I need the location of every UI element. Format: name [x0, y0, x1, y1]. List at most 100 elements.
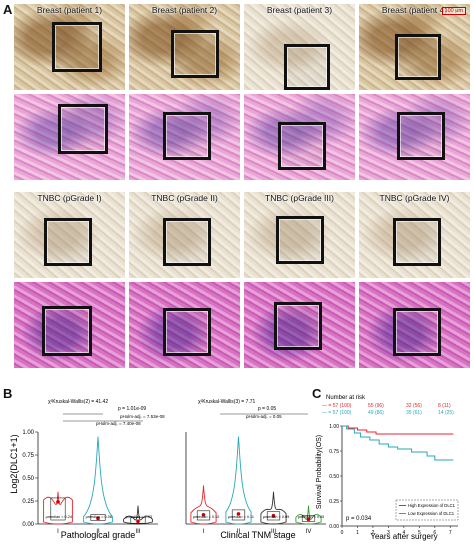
x-tick-label: 1: [356, 530, 359, 536]
box-rect: [231, 509, 246, 521]
y-tick-label: 0.50: [22, 476, 34, 482]
tile-title: Breast (patient 4): [381, 5, 448, 15]
y-tick-label: 0.75: [329, 449, 339, 455]
x-tick-label: I: [57, 529, 59, 535]
x-tick-label: III: [135, 529, 140, 535]
breast-ihc-row: Breast (patient 1) Breast (patient 2) Br…: [14, 4, 470, 90]
violin-plot-pathological-grade: 0.00 0.25 0.50 0.75 1.00 μmedian = 0.24 Iμmedi…: [22, 413, 158, 535]
right-x-axis-label: Clinical TNM stage: [220, 530, 295, 540]
median-point: [236, 512, 241, 516]
x-tick-label: II: [96, 529, 100, 535]
x-tick-label: 7: [449, 530, 452, 536]
zoom-inset-box: [393, 218, 441, 266]
median-point: [56, 500, 60, 504]
box-rect: [130, 516, 146, 524]
zoom-inset-box: [278, 122, 326, 170]
breast-he-row: [14, 94, 470, 180]
median-label: μmedian = 0.11: [228, 515, 254, 519]
y-tick-label: 1.00: [329, 424, 339, 430]
zoom-inset-box: [42, 306, 92, 356]
violin-shape: [123, 505, 153, 525]
median-label: μmedian = 0.06: [86, 515, 112, 519]
median-label: μmedian = 0.09: [263, 515, 289, 519]
risk-value: 14 (25): [438, 410, 454, 416]
risk-value: 8 (11): [438, 403, 451, 409]
zoom-inset-box: [163, 112, 211, 160]
median-label: μmedian = 0.05: [298, 515, 324, 519]
tile-title: Breast (patient 3): [266, 5, 333, 15]
box-rect: [266, 511, 281, 521]
scale-bar: 100 μm: [441, 7, 466, 15]
tnbc-he-tile-3: [244, 282, 355, 368]
x-tick-label: 2: [372, 530, 375, 536]
breast-ihc-tile-4: Breast (patient 4) 100 μm: [359, 4, 470, 90]
zoom-inset-box: [284, 44, 330, 90]
left-p-value: p = 1.01e-09: [118, 406, 146, 412]
y-tick-label: 0.25: [329, 499, 339, 505]
median-point: [271, 513, 276, 518]
tnbc-ihc-tile-4: TNBC (pGrade IV): [359, 192, 470, 278]
median-point: [201, 513, 206, 517]
legend-box: [395, 499, 459, 521]
x-tick-label: 6: [433, 530, 436, 536]
risk-table: — = 57 (100) 55 (96) 32 (56) 8 (11) — = 57 (…: [322, 403, 454, 416]
panel-a-letter: A: [3, 2, 13, 17]
tnbc-he-tile-2: [129, 282, 240, 368]
zoom-inset-box: [58, 104, 108, 154]
tile-title: TNBC (pGrade I): [37, 193, 102, 203]
y-axis-label: Survival Probability(OS): [316, 435, 323, 509]
x-axis-label: Years after surgery: [370, 532, 437, 541]
median-label: μmedian = 0.10: [193, 515, 219, 519]
median-label: μmedian = 0.24: [46, 515, 72, 519]
tnbc-he-row: [14, 282, 470, 368]
x-tick-label: 5: [418, 530, 421, 536]
left-x-axis-label: Pathological grade: [61, 530, 136, 540]
zoom-inset-box: [274, 302, 322, 350]
zoom-inset-box: [171, 30, 219, 78]
violin-shape: [295, 505, 322, 525]
median-point: [96, 516, 100, 521]
violin-shape: [43, 491, 73, 525]
breast-he-tile-3: [244, 94, 355, 180]
y-tick-label: 0.25: [22, 499, 34, 505]
x-tick-label: II: [237, 529, 241, 535]
box-rect: [196, 510, 211, 521]
km-p-value: p = 0.034: [346, 516, 372, 522]
zoom-inset-box: [395, 34, 441, 80]
breast-he-tile-4: [359, 94, 470, 180]
median-point: [136, 519, 140, 524]
violin-shape: [260, 491, 287, 525]
breast-he-tile-2: [129, 94, 240, 180]
right-p-value: p = 0.05: [258, 406, 276, 412]
left-pair-1: pHolm-adj. = 7.53e-08: [120, 414, 165, 419]
box-rect: [301, 515, 316, 522]
km-curve-low: [342, 425, 454, 461]
zoom-inset-box: [276, 216, 324, 264]
x-tick-label: III: [271, 529, 276, 535]
panel-b-letter: B: [3, 386, 13, 401]
breast-ihc-tile-1: Breast (patient 1): [14, 4, 125, 90]
tile-title: TNBC (pGrade II): [151, 193, 218, 203]
zoom-inset-box: [52, 22, 102, 72]
km-plot-area: 0.00 0.25 0.50 0.75 1.00 0 1 2 3 4 5 6 7 High Express…: [329, 424, 459, 536]
x-tick-label: 0: [341, 530, 344, 536]
risk-row-label: — = 57 (100): [322, 410, 352, 416]
x-tick-label: IV: [306, 529, 312, 535]
risk-title: Number at risk: [326, 395, 366, 401]
box-rect: [50, 497, 66, 521]
tnbc-he-tile-4: [359, 282, 470, 368]
risk-value: 49 (86): [368, 410, 384, 416]
y-tick-label: 0.00: [329, 524, 339, 530]
right-pair: pHolm-adj. = 0.05: [246, 414, 282, 419]
tile-title: TNBC (pGrade III): [265, 193, 334, 203]
breast-ihc-tile-2: Breast (patient 2): [129, 4, 240, 90]
tnbc-he-tile-1: [14, 282, 125, 368]
tile-title: TNBC (pGrade IV): [379, 193, 450, 203]
box-rect: [90, 514, 106, 521]
x-tick-label: 3: [387, 530, 390, 536]
violin-shape: [83, 436, 113, 525]
panel-b-violin-plots: Log2(DLC1+1) 0.00 0.25 0.50 0.75 1.00 μmedian…: [9, 399, 326, 540]
tnbc-ihc-row: TNBC (pGrade I) TNBC (pGrade II) TNBC (p…: [14, 192, 470, 278]
x-tick-label: 4: [402, 530, 405, 536]
